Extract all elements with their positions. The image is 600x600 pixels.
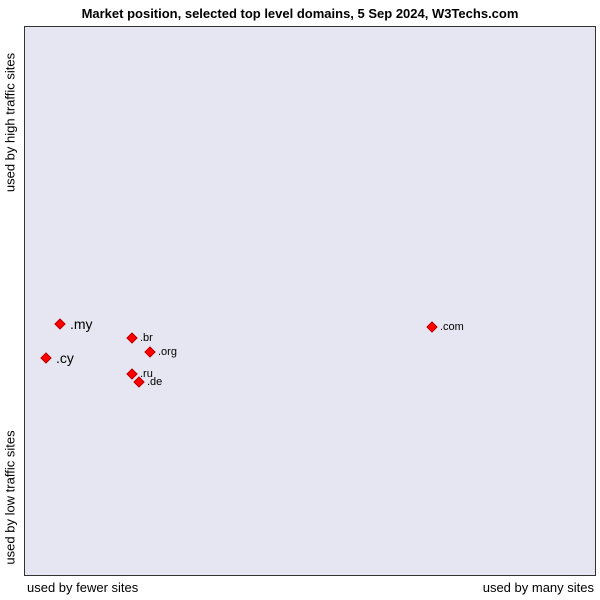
data-label-org: .org — [158, 346, 177, 358]
chart-title: Market position, selected top level doma… — [0, 6, 600, 21]
data-label-com: .com — [440, 321, 464, 333]
data-label-my: .my — [70, 316, 93, 332]
data-label-de: .de — [147, 376, 162, 388]
market-position-chart: Market position, selected top level doma… — [0, 0, 600, 600]
x-axis-label-left: used by fewer sites — [27, 580, 138, 595]
data-label-br: .br — [140, 332, 153, 344]
x-axis-label-right: used by many sites — [483, 580, 594, 595]
data-label-cy: .cy — [56, 350, 74, 366]
y-axis-label-bottom: used by low traffic sites — [3, 408, 18, 588]
y-axis-label-top: used by high traffic sites — [3, 33, 18, 213]
plot-area — [24, 26, 596, 576]
